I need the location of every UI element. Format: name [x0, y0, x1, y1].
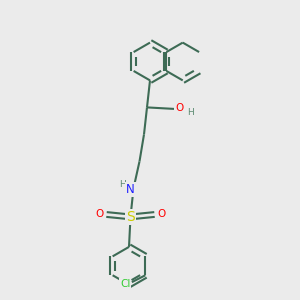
Text: H: H — [187, 108, 194, 117]
Text: Cl: Cl — [120, 279, 130, 289]
Text: O: O — [175, 103, 184, 113]
Text: O: O — [96, 209, 104, 219]
Text: S: S — [126, 210, 135, 224]
Text: N: N — [126, 183, 135, 196]
Text: O: O — [157, 209, 165, 219]
Text: H: H — [119, 180, 125, 189]
